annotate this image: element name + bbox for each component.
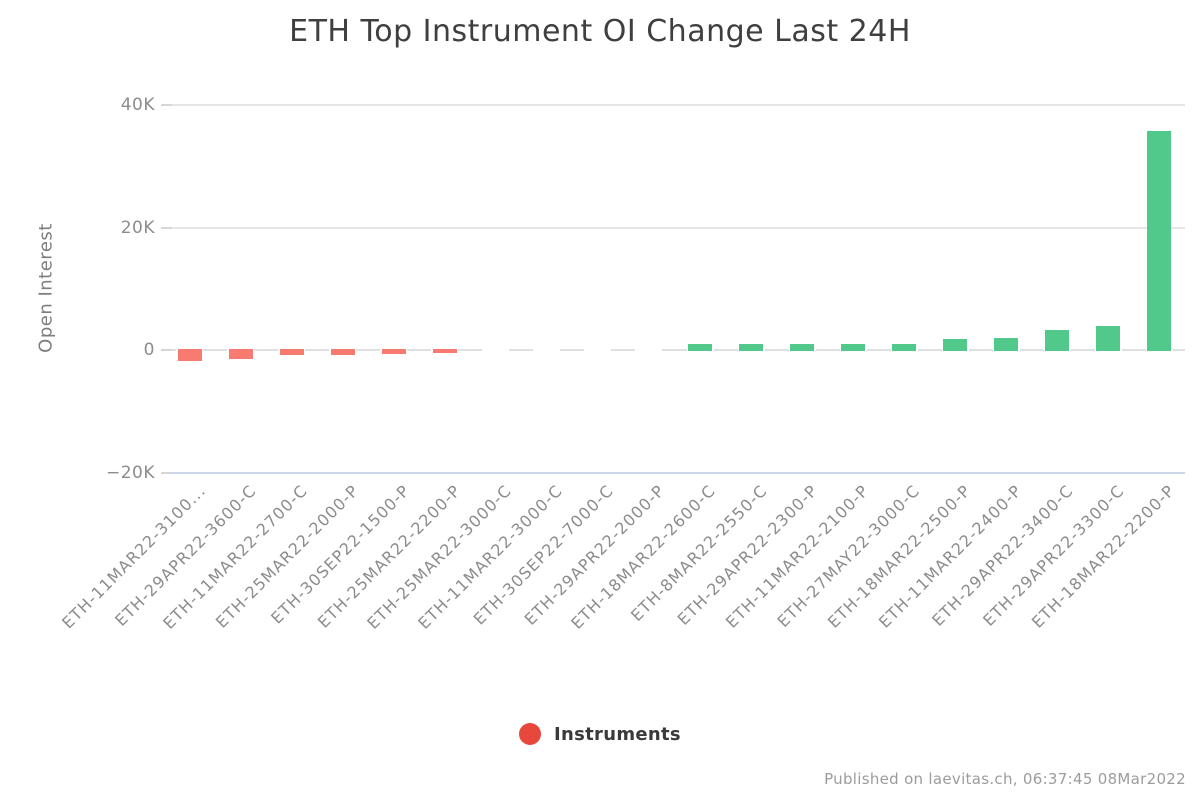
legend-label: Instruments bbox=[554, 723, 681, 745]
gridline bbox=[164, 226, 1185, 229]
publisher-attribution: Published on laevitas.ch, 06:37:45 08Mar… bbox=[824, 770, 1186, 788]
bar-ETH-18MAR22-2600-C[interactable] bbox=[688, 343, 713, 352]
y-axis-tick bbox=[161, 226, 172, 229]
bar-ETH-11MAR22-3100...[interactable] bbox=[177, 349, 202, 361]
bar-ETH-8MAR22-2550-C[interactable] bbox=[739, 343, 764, 352]
zero-line-cover bbox=[584, 348, 612, 353]
y-axis-tick bbox=[161, 104, 172, 106]
gridline bbox=[164, 472, 1185, 475]
zero-gridline bbox=[164, 349, 1185, 352]
y-axis-tick-label: 40K bbox=[120, 95, 155, 115]
bar-ETH-18MAR22-2500-P[interactable] bbox=[943, 339, 968, 352]
legend-marker-icon bbox=[519, 723, 542, 745]
bar-ETH-29APR22-3300-C[interactable] bbox=[1096, 325, 1121, 352]
bar-ETH-11MAR22-2100-P[interactable] bbox=[841, 343, 866, 352]
bar-ETH-30SEP22-1500-P[interactable] bbox=[381, 349, 406, 354]
bar-ETH-27MAY22-3000-C[interactable] bbox=[892, 343, 917, 352]
zero-line-cover bbox=[533, 348, 561, 353]
bar-ETH-11MAR22-2700-C[interactable] bbox=[279, 349, 304, 355]
bar-ETH-29APR22-2300-P[interactable] bbox=[790, 343, 815, 352]
bar-ETH-25MAR22-2200-P[interactable] bbox=[432, 349, 457, 354]
y-axis-tick-label: 20K bbox=[120, 217, 155, 238]
bar-ETH-29APR22-3600-C[interactable] bbox=[228, 349, 253, 359]
bar-ETH-11MAR22-2400-P[interactable] bbox=[994, 337, 1019, 352]
y-axis-tick-label: −20K bbox=[105, 463, 155, 484]
zero-line-cover bbox=[482, 348, 510, 353]
y-axis-tick bbox=[161, 349, 172, 352]
zero-line-cover bbox=[635, 348, 663, 353]
bar-ETH-29APR22-3400-C[interactable] bbox=[1045, 329, 1070, 352]
bar-ETH-18MAR22-2200-P[interactable] bbox=[1147, 130, 1172, 352]
y-axis-tick bbox=[161, 472, 172, 475]
y-axis-title: Open Interest bbox=[35, 223, 57, 353]
legend[interactable]: Instruments bbox=[0, 723, 1200, 745]
chart-title: ETH Top Instrument OI Change Last 24H bbox=[289, 14, 911, 49]
gridline bbox=[164, 104, 1185, 106]
bar-ETH-25MAR22-2000-P[interactable] bbox=[330, 349, 355, 355]
y-axis-tick-label: 0 bbox=[143, 340, 155, 361]
